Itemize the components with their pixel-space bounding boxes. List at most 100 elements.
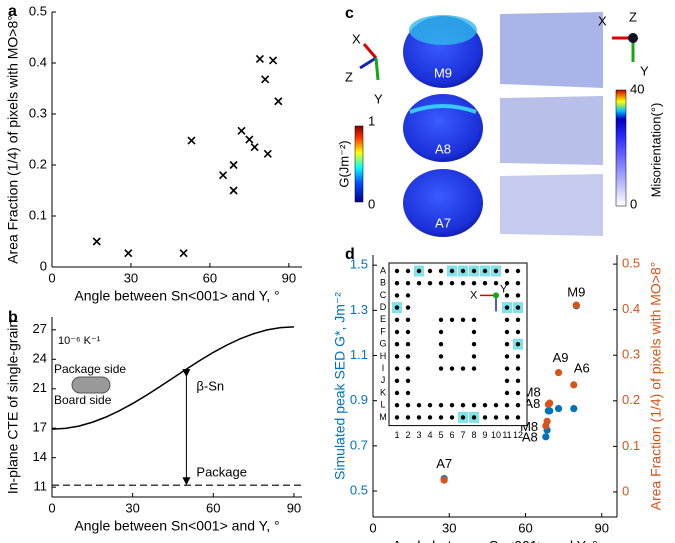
pad <box>504 268 510 274</box>
x-tick-label: 60 <box>518 520 532 535</box>
pad <box>438 317 444 322</box>
point <box>237 126 246 135</box>
y-tick-label: 0.2 <box>29 156 47 171</box>
y-tick-label: 1.1 <box>350 347 368 362</box>
pad <box>394 390 400 396</box>
col-label: 12 <box>513 430 523 440</box>
sphere <box>403 94 483 162</box>
y2-tick-label: 0.1 <box>622 438 640 453</box>
pad <box>460 317 466 322</box>
y-tick-label: 0.3 <box>29 105 47 120</box>
pad <box>427 281 433 286</box>
line-label: β-Sn <box>196 378 224 393</box>
pad <box>405 366 411 371</box>
point <box>570 381 578 389</box>
pad <box>394 354 400 359</box>
reference-label: Package <box>196 465 247 480</box>
panel-letter: d <box>345 246 355 263</box>
pad <box>438 403 444 408</box>
pad <box>471 415 477 420</box>
pad <box>394 268 400 274</box>
pad <box>405 342 411 347</box>
pad <box>449 415 455 420</box>
point <box>92 237 101 246</box>
pad <box>394 281 400 286</box>
row-label: L <box>380 400 385 410</box>
pad <box>504 403 510 408</box>
pad <box>515 390 521 396</box>
colorbar-tick: 40 <box>630 81 644 96</box>
point <box>554 404 563 413</box>
colorbar-label: G(Jm⁻²) <box>336 140 351 187</box>
point <box>572 301 580 309</box>
axis-arrow <box>362 43 378 59</box>
point-label: A8 <box>524 396 540 411</box>
y-tick-label: 1.5 <box>350 257 368 272</box>
triad-right: X Z Y <box>598 9 649 78</box>
x-tick-label: 90 <box>595 520 609 535</box>
pad <box>394 329 400 335</box>
inset-axis-name: X <box>470 289 478 301</box>
pad <box>438 268 444 274</box>
y2-tick-label: 0.5 <box>622 256 640 271</box>
point <box>255 54 264 63</box>
y2-tick-label: 0.4 <box>622 301 640 316</box>
row-label: A <box>380 265 386 275</box>
pad <box>515 403 521 408</box>
row-label: E <box>380 314 386 324</box>
row-label: J <box>381 375 386 385</box>
panel-letter: c <box>345 5 354 22</box>
pad <box>394 366 400 371</box>
pad <box>482 415 488 420</box>
y-tick-label: 1.3 <box>350 302 368 317</box>
y-tick-label: 0.5 <box>350 482 368 497</box>
pad <box>482 268 488 274</box>
y2-tick-label: 0 <box>622 483 629 498</box>
pad <box>449 403 455 408</box>
pad <box>515 415 521 420</box>
pad <box>394 403 400 408</box>
y2-tick-label: 0.3 <box>622 347 640 362</box>
slab <box>500 96 603 165</box>
col-label: 8 <box>471 430 476 440</box>
y-tick-label: 27 <box>33 321 47 336</box>
line <box>51 326 294 430</box>
pad <box>460 403 466 408</box>
sample-images <box>403 12 603 237</box>
point-label: A7 <box>436 456 452 471</box>
panel-c: c M9 A8 A7 X Z Y X Z Y 1 0 G(Jm⁻²) 40 0 … <box>336 5 663 237</box>
inset-label: Package side <box>54 362 126 376</box>
point <box>263 149 272 158</box>
row-label: I <box>382 363 385 373</box>
x-tick-label: 90 <box>282 270 296 285</box>
point-label: A9 <box>553 350 569 365</box>
col-label: 1 <box>394 430 399 440</box>
pad <box>515 342 521 347</box>
y-tick-label: 0.7 <box>350 437 368 452</box>
pad <box>493 281 499 286</box>
pad <box>394 378 400 383</box>
pad <box>405 281 411 286</box>
axis-name: Y <box>374 91 383 106</box>
pad <box>405 268 411 274</box>
axis-name: Y <box>640 63 649 78</box>
pad <box>460 268 466 274</box>
sphere-rim <box>409 104 477 114</box>
point <box>543 417 551 425</box>
x-tick-label: 30 <box>124 270 138 285</box>
colorbar-label: Misorientation(°) <box>648 103 663 198</box>
pad <box>416 403 422 408</box>
point <box>274 97 283 106</box>
row-label: K <box>380 387 386 397</box>
pad <box>504 415 510 420</box>
sphere <box>403 169 483 237</box>
row-label: B <box>380 278 386 288</box>
pad <box>449 366 455 371</box>
pad <box>493 403 499 408</box>
pad <box>471 281 477 286</box>
pad <box>405 305 411 310</box>
x-tick-label: 60 <box>203 270 217 285</box>
row-label: C <box>380 290 387 300</box>
triad-left: X Z Y <box>345 31 383 106</box>
